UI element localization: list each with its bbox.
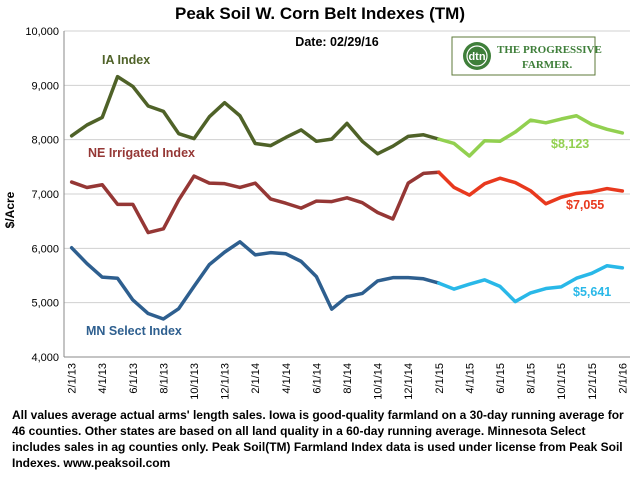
x-tick-label: 8/1/13	[158, 363, 170, 394]
logo-line-2: FARMER.	[522, 59, 572, 71]
mn-select-index-label: MN Select Index	[86, 324, 182, 338]
x-tick-label: 12/1/15	[587, 363, 599, 400]
ia-series-line	[69, 74, 441, 156]
y-tick-label: 7,000	[31, 189, 59, 201]
y-tick-label: 5,000	[31, 298, 59, 310]
x-tick-label: 2/1/13	[67, 363, 79, 394]
ne-series-line	[69, 170, 441, 235]
x-tick-label: 12/1/13	[220, 363, 232, 400]
series-lines	[69, 74, 625, 321]
x-tick-label: 2/1/14	[250, 363, 262, 394]
ne-series-line-recent	[437, 170, 625, 206]
x-tick-label: 10/1/15	[556, 363, 568, 400]
x-tick-label: 2/1/16	[617, 363, 629, 394]
x-tick-label: 8/1/15	[526, 363, 538, 394]
x-tick-label: 6/1/15	[495, 363, 507, 394]
x-tick-label: 2/1/15	[434, 363, 446, 394]
axes	[63, 31, 630, 358]
dtn-progressive-farmer-logo: dtn THE PROGRESSIVE FARMER.	[451, 36, 602, 76]
grid-lines	[64, 30, 630, 358]
logo-line-1: THE PROGRESSIVE	[497, 44, 602, 56]
x-tick-label: 12/1/14	[403, 363, 415, 400]
y-tick-label: 8,000	[31, 135, 59, 147]
mn-end-value: $5,641	[573, 285, 611, 299]
y-tick-label: 10,000	[25, 26, 59, 38]
x-tick-labels: 2/1/13 4/1/13 6/1/13 8/1/13 10/1/13 12/1/13 2/…	[67, 363, 630, 400]
ia-end-value: $8,123	[551, 137, 589, 151]
mn-series-line-recent	[437, 263, 625, 304]
x-tick-label: 6/1/13	[128, 363, 140, 394]
y-tick-label: 9,000	[31, 80, 59, 92]
y-axis-title: $/Acre	[3, 191, 17, 228]
x-tick-label: 4/1/15	[464, 363, 476, 394]
ia-index-label: IA Index	[102, 53, 150, 67]
y-tick-labels: 4,000 5,000 6,000 7,000 8,000 9,000 10,000	[25, 26, 59, 364]
x-tick-label: 8/1/14	[342, 363, 354, 394]
logo-badge-text: dtn	[468, 51, 485, 63]
ne-irrigated-index-label: NE Irrigated Index	[88, 146, 195, 160]
x-tick-label: 10/1/13	[189, 363, 201, 400]
footnote: All values average actual arms' length s…	[12, 408, 624, 470]
x-tick-label: 6/1/14	[311, 363, 323, 394]
ia-series-line-recent	[437, 114, 625, 158]
series-labels: IA Index NE Irrigated Index MN Select Inde…	[86, 53, 611, 338]
mn-series-line	[69, 240, 441, 321]
date-label: Date: 02/29/16	[295, 35, 378, 49]
y-tick-label: 6,000	[31, 243, 59, 255]
chart-title: Peak Soil W. Corn Belt Indexes (TM)	[175, 4, 465, 23]
x-tick-label: 10/1/14	[373, 363, 385, 400]
y-tick-label: 4,000	[31, 352, 59, 364]
x-tick-label: 4/1/14	[281, 363, 293, 394]
x-tick-label: 4/1/13	[97, 363, 109, 394]
ne-end-value: $7,055	[566, 198, 604, 212]
